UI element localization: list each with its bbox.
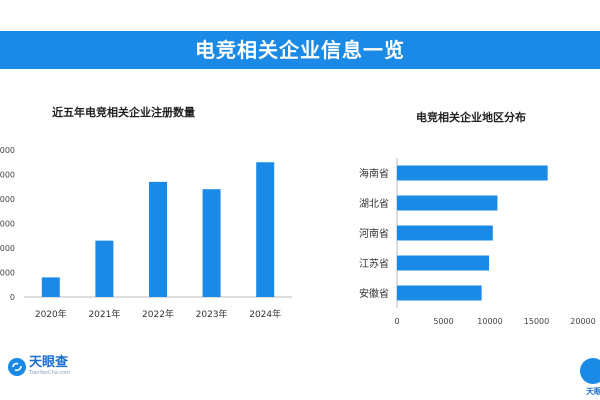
logo-subtext: TianYanCha.com (29, 370, 71, 376)
y-tick-label: 0 (10, 293, 15, 302)
bar (149, 181, 167, 297)
tianyancha-logo-right-icon (580, 358, 600, 384)
x-tick-label: 10000 (477, 317, 502, 326)
bar (256, 162, 275, 297)
logo-right-name: 天眼查 (586, 387, 600, 396)
x-tick-label: 2022年 (142, 308, 174, 320)
bar (397, 285, 482, 301)
tianyancha-logo-icon (8, 357, 26, 376)
x-tick-label: 2021年 (88, 308, 120, 320)
x-tick-label: 20000 (570, 317, 595, 326)
y-tick-label: 5000 (0, 171, 15, 180)
tianyancha-logo-right: 天眼查 (580, 358, 600, 396)
tianyancha-logo: 天眼查 TianYanCha.com (8, 356, 70, 377)
y-tick-label: 海南省 (359, 167, 389, 180)
page-title-banner: 电竞相关企业信息一览 (0, 31, 600, 69)
bar (397, 255, 490, 271)
y-tick-label: 安徽省 (359, 287, 389, 300)
x-tick-label: 15000 (524, 317, 549, 326)
x-tick-label: 0 (394, 317, 399, 326)
y-tick-label: 江苏省 (359, 257, 389, 270)
x-tick-label: 2024年 (249, 308, 281, 320)
y-tick-label: 河南省 (359, 227, 389, 240)
x-tick-label: 2023年 (196, 308, 228, 320)
page-title: 电竞相关企业信息一览 (195, 38, 405, 62)
y-tick-label: 2000 (0, 244, 15, 253)
bar (397, 195, 498, 211)
y-tick-label: 1000 (0, 269, 15, 278)
bar (397, 165, 548, 181)
y-tick-label: 湖北省 (359, 197, 389, 210)
x-tick-label: 2020年 (35, 308, 67, 320)
y-tick-label: 4000 (0, 195, 15, 204)
left-chart-title: 近五年电竞相关企业注册数量 (52, 106, 195, 119)
bar (41, 277, 60, 297)
right-chart-title: 电竞相关企业地区分布 (416, 111, 526, 124)
bar (202, 189, 221, 297)
y-tick-label: 6000 (0, 146, 15, 155)
logo-name: 天眼查 (29, 355, 69, 370)
bar (397, 225, 493, 241)
y-tick-label: 3000 (0, 220, 15, 229)
x-tick-label: 5000 (433, 317, 453, 326)
bar (95, 240, 114, 297)
